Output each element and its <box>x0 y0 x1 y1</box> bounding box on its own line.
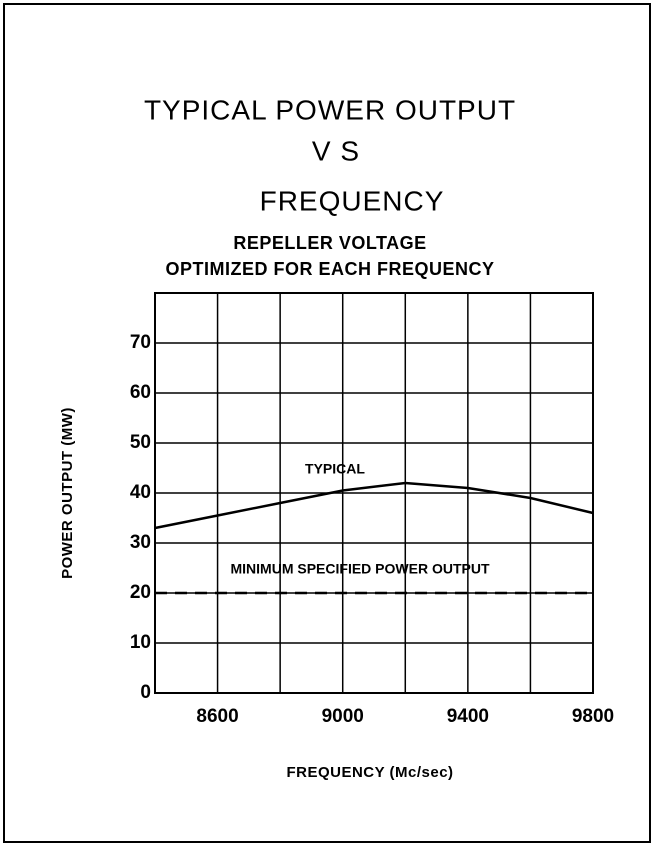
y-tick-label: 70 <box>130 332 151 353</box>
x-axis-label: FREQUENCY (Mc/sec) <box>286 764 453 781</box>
series-label: MINIMUM SPECIFIED POWER OUTPUT <box>231 561 490 577</box>
y-axis-label: POWER OUTPUT (MW) <box>59 407 76 579</box>
x-tick-label: 9000 <box>322 706 364 727</box>
y-tick-label: 30 <box>130 532 151 553</box>
chart-title: FREQUENCY <box>260 185 445 216</box>
x-tick-label: 8600 <box>196 706 238 727</box>
y-tick-label: 20 <box>130 582 151 603</box>
page-border <box>3 3 651 843</box>
chart-subtitle: REPELLER VOLTAGE <box>233 233 426 253</box>
series-label: TYPICAL <box>305 461 365 477</box>
y-tick-label: 0 <box>140 682 151 703</box>
y-tick-label: 40 <box>130 482 151 503</box>
y-tick-label: 50 <box>130 432 151 453</box>
chart-title: TYPICAL POWER OUTPUT <box>144 94 516 125</box>
chart-subtitle: OPTIMIZED FOR EACH FREQUENCY <box>165 259 494 279</box>
series-line <box>154 481 594 530</box>
y-tick-label: 10 <box>130 632 151 653</box>
x-tick-label: 9800 <box>572 706 614 727</box>
chart-title: V S <box>312 135 360 166</box>
y-tick-label: 60 <box>130 382 151 403</box>
x-tick-label: 9400 <box>447 706 489 727</box>
